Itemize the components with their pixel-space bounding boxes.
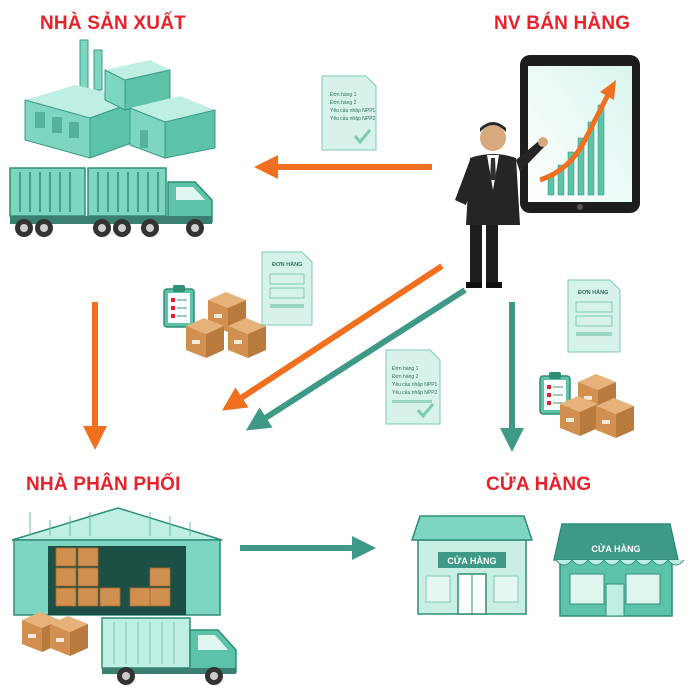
factory-truck-icon — [9, 167, 213, 237]
boxes-icon-left — [186, 292, 266, 358]
order-title-left: ĐƠN HÀNG — [272, 261, 302, 268]
doc-line-3: Yêu cầu nhập NPP1 — [330, 108, 376, 114]
delivery-truck-icon — [101, 617, 237, 685]
distributor-label: NHÀ PHÂN PHỐI — [26, 474, 181, 495]
order-document-icon-middle: Đơn hàng 1 Đơn hàng 2 Yêu cầu nhập NPP1 … — [385, 349, 441, 425]
store-label: CỬA HÀNG — [486, 474, 592, 495]
mid-doc-line-2: Đơn hàng 2 — [392, 374, 419, 380]
mid-doc-line-3: Yêu cầu nhập NPP1 — [392, 382, 438, 388]
doc-line-1: Đơn hàng 1 — [330, 92, 357, 98]
doc-line-4: Yêu cầu nhập NPP2 — [330, 116, 376, 122]
store-building-icon-1: CỬA HÀNG — [410, 515, 534, 615]
salesman-figure — [455, 122, 548, 288]
store-building-icon-2: CỬA HÀNG — [553, 523, 685, 617]
store-sign-2: CỬA HÀNG — [591, 543, 640, 554]
order-document-icon: Đơn hàng 1 Đơn hàng 2 Yêu cầu nhập NPP1 … — [321, 75, 377, 151]
order-form-icon-left: ĐƠN HÀNG — [261, 251, 313, 326]
warehouse-boxes-icon — [22, 612, 88, 656]
producer-label: NHÀ SẢN XUẤT — [40, 13, 186, 34]
store-sign-1: CỬA HÀNG — [447, 555, 496, 566]
order-form-icon-right: ĐƠN HÀNG — [567, 279, 621, 353]
warehouse-icon — [11, 507, 223, 616]
arrow-sales-to-distributor-teal — [245, 287, 467, 431]
boxes-icon-right — [560, 374, 634, 438]
mid-doc-line-4: Yêu cầu nhập NPP2 — [392, 390, 438, 396]
sales-staff-label: NV BÁN HÀNG — [494, 13, 631, 34]
tablet-chart-icon — [520, 55, 640, 213]
factory-icon — [24, 39, 216, 159]
clipboard-icon-left — [163, 284, 195, 328]
doc-line-2: Đơn hàng 2 — [330, 100, 357, 106]
order-title-right: ĐƠN HÀNG — [578, 289, 608, 296]
mid-doc-line-1: Đơn hàng 1 — [392, 366, 419, 372]
arrow-sales-to-distributor-orange — [221, 263, 444, 411]
